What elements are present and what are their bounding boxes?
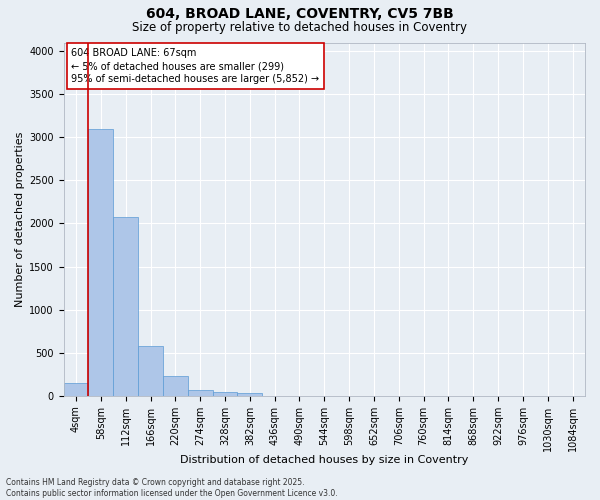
Text: Size of property relative to detached houses in Coventry: Size of property relative to detached ho… bbox=[133, 22, 467, 35]
Bar bbox=[64, 383, 88, 396]
Bar bbox=[88, 128, 113, 396]
Bar bbox=[238, 393, 262, 396]
X-axis label: Distribution of detached houses by size in Coventry: Distribution of detached houses by size … bbox=[180, 455, 469, 465]
Text: 604, BROAD LANE, COVENTRY, CV5 7BB: 604, BROAD LANE, COVENTRY, CV5 7BB bbox=[146, 8, 454, 22]
Bar bbox=[212, 392, 238, 396]
Text: 604 BROAD LANE: 67sqm
← 5% of detached houses are smaller (299)
95% of semi-deta: 604 BROAD LANE: 67sqm ← 5% of detached h… bbox=[71, 48, 320, 84]
Y-axis label: Number of detached properties: Number of detached properties bbox=[15, 132, 25, 307]
Bar bbox=[138, 346, 163, 396]
Bar bbox=[163, 376, 188, 396]
Bar bbox=[188, 390, 212, 396]
Text: Contains HM Land Registry data © Crown copyright and database right 2025.
Contai: Contains HM Land Registry data © Crown c… bbox=[6, 478, 338, 498]
Bar bbox=[113, 216, 138, 396]
